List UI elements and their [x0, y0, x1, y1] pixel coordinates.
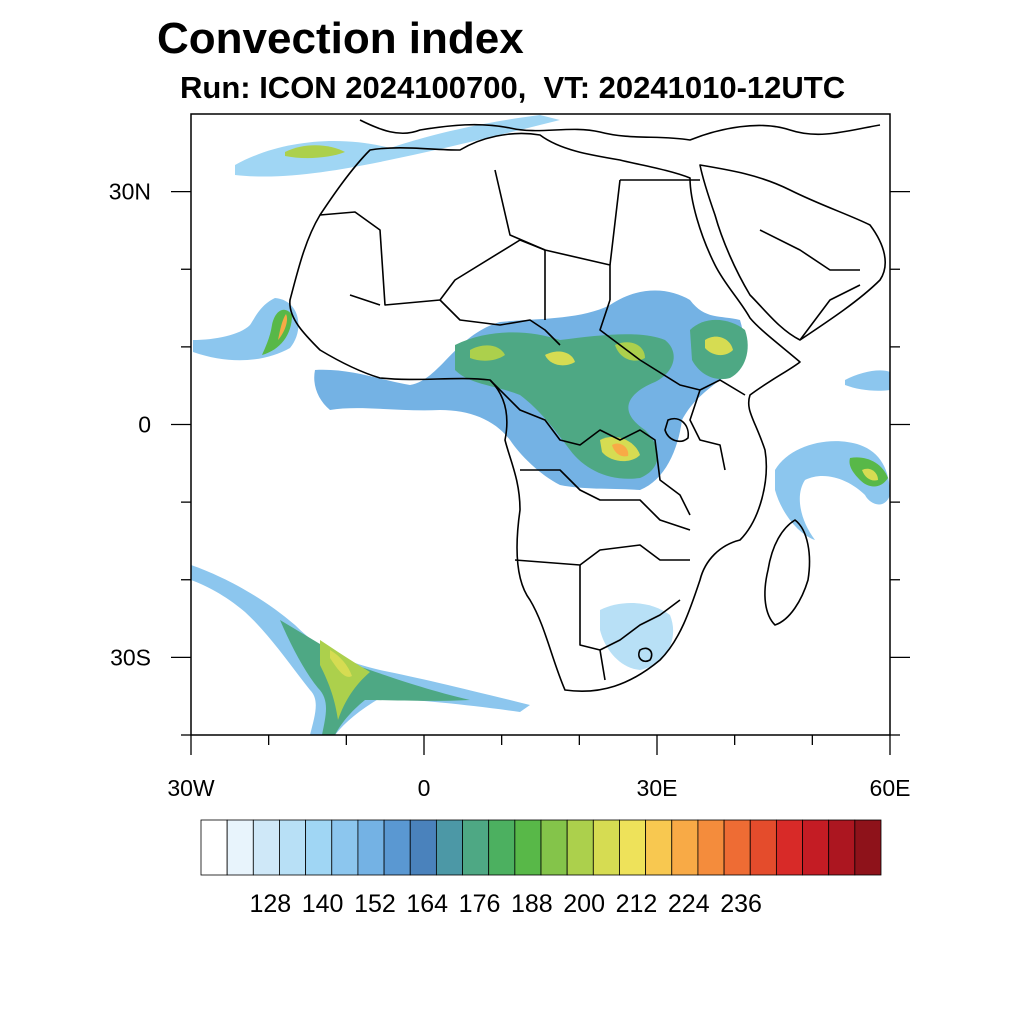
colorbar-swatch	[828, 819, 856, 876]
colorbar-swatch	[697, 819, 725, 876]
border-west-africa	[319, 211, 611, 306]
colorbar-label: 140	[302, 890, 344, 918]
colorbar-swatch	[671, 819, 699, 876]
colorbar-swatch	[279, 819, 307, 876]
lesotho-border	[638, 647, 653, 663]
colorbar-label: 200	[563, 890, 605, 918]
colorbar-label: 164	[406, 890, 448, 918]
lon-tick-label: 0	[418, 775, 431, 801]
colorbar-swatch	[775, 819, 803, 876]
europe-coastline	[359, 119, 881, 141]
field-ethiopia-core	[705, 336, 733, 356]
field-west-coast-hot	[278, 314, 288, 340]
field-indian-ocean-hot	[862, 468, 878, 481]
colorbar-swatch	[514, 819, 542, 876]
map-title: Convection index	[157, 14, 524, 63]
colorbar-swatch	[749, 819, 777, 876]
colorbar-label: 224	[668, 890, 710, 918]
lon-tick-label: 30W	[167, 775, 215, 801]
lake-victoria	[664, 418, 690, 442]
colorbar-swatch	[331, 819, 359, 876]
field-itcz-yellow-1	[470, 345, 505, 361]
colorbar-label: 236	[720, 890, 762, 918]
border-arabia	[759, 229, 861, 341]
colorbar-label: 212	[616, 890, 658, 918]
colorbar-swatch	[488, 819, 516, 876]
colorbar-swatch	[409, 819, 437, 876]
border-north-east	[494, 169, 700, 266]
colorbar-swatch	[435, 819, 463, 876]
lon-tick-label: 30E	[637, 775, 678, 801]
field-south-atlantic-hot	[330, 650, 352, 677]
colorbar-labels: 128 140 152 164 176 188 200 212 224 236	[249, 890, 761, 918]
colorbar-swatch	[462, 819, 490, 876]
border-central	[489, 379, 691, 516]
colorbar	[200, 819, 882, 876]
field-south-atlantic-front	[191, 565, 530, 735]
field-north-atlantic-core	[285, 145, 345, 159]
madagascar-coastline	[764, 519, 811, 626]
map-subtitle: Run: ICON 2024100700, VT: 20241010-12UTC	[180, 70, 846, 105]
field-itcz-orange-1	[612, 443, 629, 457]
colorbar-swatch	[802, 819, 830, 876]
colorbar-label: 152	[354, 890, 396, 918]
colorbar-swatch	[723, 819, 751, 876]
border-east	[639, 359, 746, 471]
colorbar-swatch	[566, 819, 594, 876]
border-south-central	[514, 469, 691, 566]
colorbar-swatch	[200, 819, 228, 876]
field-arabian-sea	[845, 370, 890, 391]
colorbar-label: 128	[249, 890, 291, 918]
colorbar-swatch	[357, 819, 385, 876]
lat-tick-label: 30N	[109, 179, 151, 205]
field-indian-ocean-spiral	[775, 441, 890, 540]
coastlines	[289, 119, 886, 693]
field-southern-africa	[600, 603, 674, 670]
lat-tick-label: 0	[138, 412, 151, 438]
colorbar-label: 176	[459, 890, 501, 918]
africa-coastline	[289, 132, 801, 693]
colorbar-swatch	[226, 819, 254, 876]
lat-tick-label: 30S	[110, 644, 151, 670]
field-north-atlantic	[235, 115, 560, 177]
colorbar-swatch	[619, 819, 647, 876]
axis-ticks	[171, 190, 910, 755]
lon-tick-label: 60E	[870, 775, 911, 801]
field-itcz-yellow-3	[545, 351, 575, 366]
colorbar-swatch	[305, 819, 333, 876]
border-sahel	[349, 250, 641, 361]
colorbar-swatch	[252, 819, 280, 876]
colorbar-swatch	[854, 819, 882, 876]
axis-tick-labels: 30W 0 30E 60E 30N 0 30S	[109, 179, 911, 801]
colorbar-swatch	[540, 819, 568, 876]
colorbar-label: 188	[511, 890, 553, 918]
convection-field	[191, 115, 890, 735]
arabia-coastline	[699, 164, 886, 341]
border-southern	[579, 565, 681, 681]
colorbar-swatch	[645, 819, 673, 876]
colorbar-swatch	[383, 819, 411, 876]
colorbar-swatch	[592, 819, 620, 876]
